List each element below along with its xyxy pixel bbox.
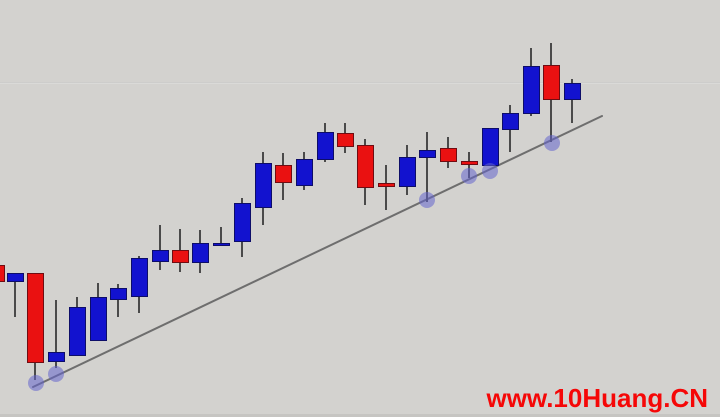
candle-wick	[117, 284, 119, 317]
candle-body-blue	[481, 128, 499, 166]
candle-wick	[220, 227, 222, 246]
trendline-touch-marker	[419, 192, 435, 208]
trendline-touch-marker	[28, 375, 44, 391]
candle-body-red	[356, 145, 374, 188]
support-trendline	[32, 115, 603, 388]
watermark-url: www.10Huang.CN	[486, 383, 708, 413]
candle-body-red	[439, 148, 457, 162]
horizontal-gridline	[0, 82, 720, 84]
candle-body-blue	[316, 132, 334, 160]
candle-wick	[426, 132, 428, 202]
candle-body-blue	[212, 243, 230, 246]
candle-body-red	[171, 250, 189, 263]
candle-body-blue	[6, 273, 24, 282]
candle-body-blue	[522, 66, 540, 114]
candle-wick	[14, 273, 16, 317]
candle-body-red	[542, 65, 560, 100]
trendline-touch-marker	[544, 135, 560, 151]
bottom-edge-shadow	[0, 414, 720, 417]
trendline-touch-marker	[48, 366, 64, 382]
candle-body-blue	[501, 113, 519, 130]
candle-wick	[468, 152, 470, 178]
candle-body-blue	[130, 258, 148, 297]
candle-body-red	[460, 161, 478, 165]
candle-body-red	[274, 165, 292, 183]
candle-body-blue	[68, 307, 86, 356]
candle-wick	[159, 225, 161, 270]
candle-body-red	[26, 273, 44, 363]
candle-body-blue	[191, 243, 209, 263]
candle-body-blue	[233, 203, 251, 242]
candle-body-blue	[295, 159, 313, 186]
candle-body-blue	[151, 250, 169, 262]
candle-body-blue	[398, 157, 416, 187]
candle-body-red	[336, 133, 354, 147]
candle-wick	[385, 165, 387, 210]
candle-wick	[571, 79, 573, 123]
candle-body-blue	[563, 83, 581, 100]
candle-body-red	[377, 183, 395, 187]
candle-body-blue	[89, 297, 107, 341]
candle-body-blue	[418, 150, 436, 158]
candle-wick	[55, 300, 57, 368]
candle-body-blue	[47, 352, 65, 362]
trendline-touch-marker	[482, 163, 498, 179]
candle-body-red	[0, 265, 5, 282]
candle-body-blue	[109, 288, 127, 300]
trendline-touch-marker	[461, 168, 477, 184]
candle-body-blue	[254, 163, 272, 208]
